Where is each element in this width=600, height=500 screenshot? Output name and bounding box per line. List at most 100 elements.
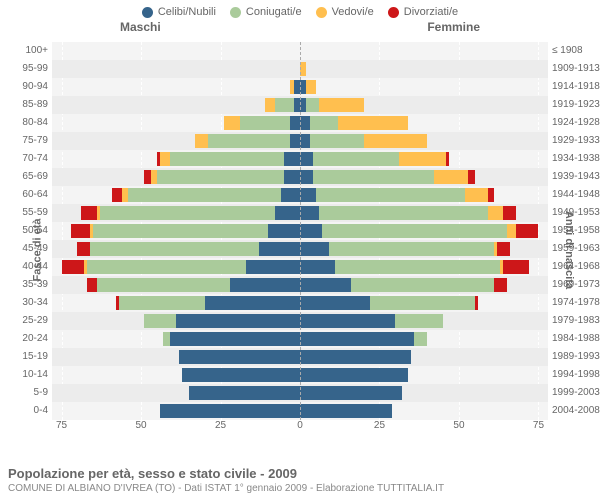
bar-segment-married <box>316 188 465 202</box>
bar-segment-widowed <box>265 98 275 112</box>
bar-segment-divorced <box>87 278 97 292</box>
bar-male <box>157 152 300 166</box>
bar-segment-single <box>300 134 310 148</box>
bar-female <box>300 224 538 238</box>
x-tick-label: 50 <box>135 420 146 431</box>
chart-title: Popolazione per età, sesso e stato civil… <box>8 466 592 481</box>
birth-year-label: 1914-1918 <box>548 78 600 96</box>
bar-segment-widowed <box>364 134 428 148</box>
bar-male <box>224 116 300 130</box>
bar-segment-married <box>329 242 494 256</box>
bar-segment-single <box>284 170 300 184</box>
bar-segment-single <box>300 368 408 382</box>
header-male: Maschi <box>120 20 161 34</box>
bar-female <box>300 260 529 274</box>
bar-segment-married <box>157 170 284 184</box>
bar-segment-divorced <box>77 242 90 256</box>
legend-label: Vedovi/e <box>332 6 374 18</box>
bar-male <box>144 170 300 184</box>
bar-segment-married <box>144 314 176 328</box>
bar-male <box>179 350 300 364</box>
legend-label: Celibi/Nubili <box>158 6 216 18</box>
bar-segment-single <box>189 386 300 400</box>
bar-segment-widowed <box>160 152 170 166</box>
birth-year-label: 1944-1948 <box>548 186 600 204</box>
bar-segment-single <box>300 170 313 184</box>
bar-female <box>300 404 392 418</box>
birth-year-label: 1919-1923 <box>548 96 600 114</box>
bar-female <box>300 188 494 202</box>
center-line <box>300 42 301 420</box>
bar-male <box>81 206 300 220</box>
bar-male <box>62 260 300 274</box>
legend-swatch-icon <box>230 7 241 18</box>
legend-label: Divorziati/e <box>404 6 458 18</box>
age-label: 0-4 <box>0 402 52 420</box>
bar-segment-single <box>300 224 322 238</box>
bar-male <box>112 188 300 202</box>
birth-year-label: 1994-1998 <box>548 366 600 384</box>
bar-female <box>300 332 427 346</box>
bar-segment-single <box>300 296 370 310</box>
bar-segment-married <box>170 152 284 166</box>
legend-item: Celibi/Nubili <box>142 6 216 18</box>
x-tick-label: 75 <box>533 420 544 431</box>
bar-segment-married <box>322 224 506 238</box>
bar-segment-single <box>281 188 300 202</box>
bar-segment-single <box>275 206 300 220</box>
bar-female <box>300 368 408 382</box>
bar-female <box>300 206 516 220</box>
bar-male <box>182 368 300 382</box>
plot-area: 100+≤ 190895-991909-191390-941914-191885… <box>52 42 548 420</box>
birth-year-label: ≤ 1908 <box>548 42 600 60</box>
chart-container: Celibi/NubiliConiugati/eVedovi/eDivorzia… <box>0 0 600 500</box>
x-tick-label: 0 <box>297 420 303 431</box>
age-label: 10-14 <box>0 366 52 384</box>
bar-segment-single <box>176 314 300 328</box>
bar-segment-widowed <box>465 188 487 202</box>
bar-segment-divorced <box>488 188 494 202</box>
age-label: 50-54 <box>0 222 52 240</box>
bar-segment-widowed <box>338 116 408 130</box>
legend: Celibi/NubiliConiugati/eVedovi/eDivorzia… <box>0 0 600 18</box>
bar-segment-single <box>290 116 300 130</box>
bar-segment-married <box>87 260 246 274</box>
birth-year-label: 2004-2008 <box>548 402 600 420</box>
bar-segment-single <box>300 332 414 346</box>
legend-swatch-icon <box>316 7 327 18</box>
bar-segment-widowed <box>488 206 504 220</box>
bar-segment-single <box>179 350 300 364</box>
bar-female <box>300 350 411 364</box>
chart-subtitle: COMUNE DI ALBIANO D'IVREA (TO) - Dati IS… <box>8 483 592 494</box>
bar-segment-married <box>313 152 399 166</box>
bar-segment-single <box>182 368 300 382</box>
age-label: 90-94 <box>0 78 52 96</box>
legend-item: Divorziati/e <box>388 6 458 18</box>
bar-segment-divorced <box>81 206 97 220</box>
bar-segment-divorced <box>112 188 122 202</box>
bar-segment-widowed <box>195 134 208 148</box>
bar-segment-widowed <box>507 224 517 238</box>
bar-segment-married <box>319 206 488 220</box>
age-label: 70-74 <box>0 150 52 168</box>
bar-male <box>144 314 300 328</box>
bar-female <box>300 134 427 148</box>
bar-segment-married <box>97 278 231 292</box>
age-label: 35-39 <box>0 276 52 294</box>
y-axis-title-left: Fasce di età <box>31 219 43 282</box>
bar-segment-married <box>240 116 291 130</box>
age-label: 75-79 <box>0 132 52 150</box>
bar-segment-married <box>208 134 291 148</box>
bar-segment-married <box>370 296 475 310</box>
bar-segment-single <box>160 404 300 418</box>
bar-segment-single <box>284 152 300 166</box>
bar-segment-divorced <box>516 224 538 238</box>
age-label: 45-49 <box>0 240 52 258</box>
bar-female <box>300 152 449 166</box>
bar-segment-married <box>90 242 259 256</box>
bar-segment-divorced <box>446 152 449 166</box>
bar-segment-single <box>300 404 392 418</box>
bar-female <box>300 80 316 94</box>
bar-segment-married <box>310 134 364 148</box>
bar-female <box>300 296 478 310</box>
